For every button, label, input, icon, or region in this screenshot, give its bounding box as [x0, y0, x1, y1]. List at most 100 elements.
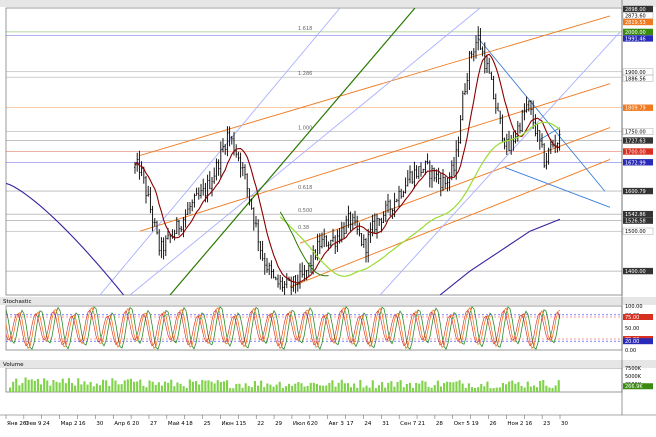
price-label-box-11: [623, 159, 653, 166]
volume-bar: [185, 387, 188, 392]
price-label-box-6: [622, 74, 654, 82]
volume-bar: [160, 385, 163, 392]
volume-bar: [328, 382, 331, 392]
volume-panel[interactable]: 7500K5000K2500K266.9K: [9, 366, 653, 392]
volume-bar: [353, 383, 356, 392]
volume-bar: [244, 383, 247, 392]
volume-bar: [306, 385, 309, 392]
volume-bar: [120, 384, 123, 392]
time-tick-label-3: Мар 2: [61, 421, 78, 427]
volume-bar: [446, 381, 449, 392]
volume-bar: [275, 384, 278, 392]
fibonacci-label-1: 1.286: [298, 71, 312, 77]
time-tick-label-23: 21: [418, 421, 425, 427]
volume-bar: [368, 387, 371, 392]
volume-bar: [173, 386, 176, 392]
volume-bar: [24, 377, 27, 392]
volume-bar: [505, 384, 508, 392]
price-label-box-13: [623, 210, 653, 218]
volume-bar: [266, 383, 269, 392]
volume-bar: [309, 382, 312, 392]
volume-bar: [179, 383, 182, 392]
time-tick-label-8: 27: [150, 421, 157, 427]
volume-bar: [195, 381, 198, 392]
time-tick-label-21: 31: [382, 421, 389, 427]
trendline-6: [379, 31, 621, 295]
price-label-6: 1886.56: [625, 76, 646, 82]
volume-bar: [98, 385, 101, 392]
volume-bar: [371, 380, 374, 392]
volume-bar: [356, 387, 359, 392]
volume-bar: [222, 381, 225, 392]
volume-bar: [464, 387, 467, 392]
volume-bar: [551, 387, 554, 392]
fibonacci-label-3: 0.618: [298, 185, 312, 191]
volume-title: Volume: [3, 362, 24, 368]
volume-bar: [260, 380, 263, 392]
time-tick-label-15: 29: [275, 421, 282, 427]
time-tick-label-29: 16: [525, 421, 532, 427]
volume-bar: [33, 380, 36, 392]
volume-bar: [170, 379, 173, 392]
volume-tick-0: 7500K: [625, 366, 642, 372]
volume-bar: [325, 385, 328, 392]
time-tick-label-10: 18: [186, 421, 193, 427]
time-tick-label-4: 16: [78, 421, 85, 427]
volume-title-bar: [0, 360, 656, 368]
price-label-0: 2898.00: [625, 7, 646, 13]
volume-bar: [529, 386, 532, 392]
volume-bar: [303, 386, 306, 392]
volume-last-value: 266.9K: [625, 384, 643, 390]
time-tick-label-22: Сен 7: [400, 421, 417, 427]
price-label-box-1: [622, 12, 654, 19]
volume-bar: [80, 384, 83, 392]
volume-bar: [61, 378, 64, 392]
volume-bar: [334, 386, 337, 392]
volume-bar: [467, 383, 470, 392]
volume-bar: [83, 381, 86, 392]
time-tick-label-5: 30: [96, 421, 103, 427]
time-tick-label-18: Авг 3: [329, 421, 345, 427]
trendline-7: [169, 8, 416, 295]
price-title-bar: [0, 0, 656, 7]
volume-bar: [424, 381, 427, 392]
volume-bar: [346, 383, 349, 392]
fibonacci-label-0: 1.618: [298, 26, 312, 32]
volume-bar: [201, 379, 204, 392]
volume-bar: [64, 383, 67, 392]
volume-bar: [365, 385, 368, 392]
volume-bar: [30, 379, 33, 392]
volume-bar: [9, 387, 12, 392]
price-plot-area: 1.618 1.286 1.000 0.618 0.500 0.38: [6, 8, 622, 295]
volume-bar: [257, 385, 260, 392]
panel-frames: Stochastic Volume: [0, 0, 656, 415]
price-label-13: 1542.86: [625, 212, 646, 218]
stochastic-tick-2: 75.00: [625, 315, 639, 321]
volume-bar: [105, 380, 108, 392]
fibonacci-label-4: 0.500: [298, 208, 312, 214]
volume-bar: [554, 385, 557, 392]
volume-bar: [396, 381, 399, 392]
volume-bar: [27, 379, 30, 392]
volume-bar: [176, 382, 179, 392]
stochastic-slow-line: [6, 309, 561, 347]
time-tick-label-14: 22: [257, 421, 264, 427]
volume-bar: [49, 385, 52, 392]
price-label-box-4: [623, 35, 653, 42]
volume-bar: [477, 387, 480, 392]
time-tick-label-25: Окт 5: [454, 421, 471, 427]
volume-bar: [74, 385, 77, 392]
volume-bar: [374, 388, 377, 392]
volume-bar: [297, 382, 300, 392]
mid-moving-average: [279, 121, 561, 277]
price-panel[interactable]: 1.618 1.286 1.000 0.618 0.500 0.38: [6, 8, 622, 303]
time-tick-label-13: 15: [239, 421, 246, 427]
volume-bar: [474, 388, 477, 392]
price-label-box-12: [623, 187, 653, 195]
volume-bar: [517, 382, 520, 392]
volume-bar: [415, 382, 418, 392]
volume-bar: [111, 378, 114, 392]
volume-bar: [548, 387, 551, 392]
